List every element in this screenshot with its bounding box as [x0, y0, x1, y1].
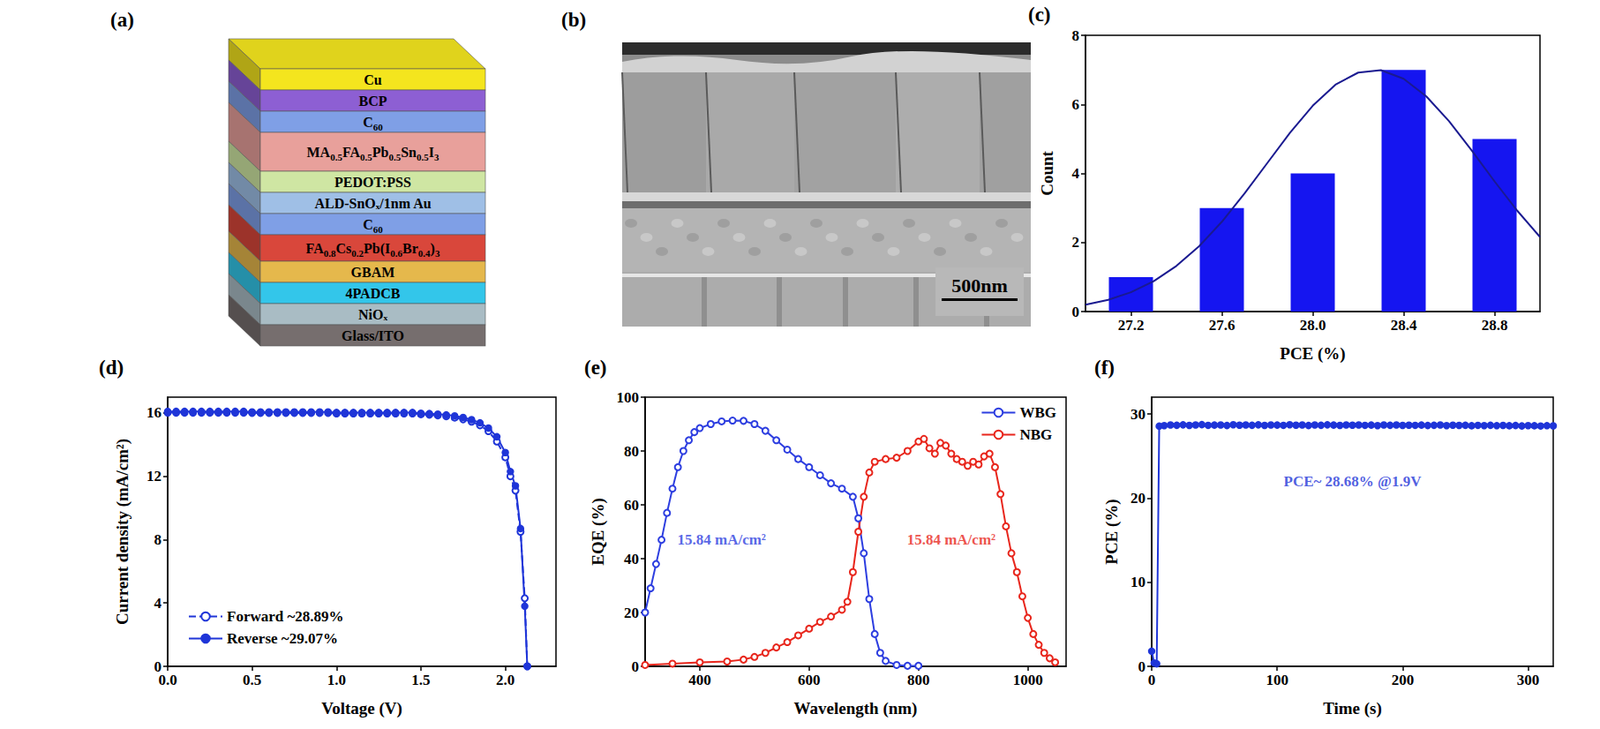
svg-text:60: 60	[623, 496, 639, 514]
svg-text:800: 800	[907, 671, 931, 689]
svg-text:15.84 mA/cm²: 15.84 mA/cm²	[676, 531, 766, 549]
svg-text:16: 16	[146, 404, 162, 421]
svg-text:80: 80	[623, 443, 639, 460]
svg-text:Count: Count	[1037, 150, 1057, 196]
svg-text:PCE~ 28.68% @1.9V: PCE~ 28.68% @1.9V	[1284, 473, 1423, 490]
svg-text:0: 0	[1138, 658, 1147, 676]
svg-text:400: 400	[688, 671, 712, 689]
svg-text:28.8: 28.8	[1481, 316, 1509, 334]
svg-text:2: 2	[1072, 233, 1081, 251]
svg-text:0: 0	[631, 658, 640, 676]
svg-text:8: 8	[154, 531, 163, 549]
svg-text:500nm: 500nm	[951, 274, 1008, 297]
svg-text:4PADCB: 4PADCB	[345, 285, 401, 301]
svg-text:FA0.8Cs0.2Pb(I0.6Br0.4)3: FA0.8Cs0.2Pb(I0.6Br0.4)3	[306, 240, 441, 259]
svg-text:Time (s): Time (s)	[1322, 698, 1383, 719]
svg-text:WBG: WBG	[1019, 404, 1057, 421]
svg-text:Glass/ITO: Glass/ITO	[341, 328, 405, 344]
svg-text:4: 4	[1072, 165, 1081, 182]
svg-text:28.0: 28.0	[1299, 316, 1327, 334]
svg-text:20: 20	[1130, 489, 1146, 507]
svg-text:C60: C60	[362, 114, 384, 133]
svg-text:BCP: BCP	[359, 93, 388, 109]
svg-text:PEDOT:PSS: PEDOT:PSS	[334, 174, 412, 190]
svg-text:100: 100	[1265, 671, 1289, 689]
html-text:(c): (c)	[1028, 3, 1051, 26]
svg-text:8: 8	[1072, 27, 1081, 45]
svg-text:1.5: 1.5	[411, 671, 430, 689]
svg-text:Wavelength (nm): Wavelength (nm)	[794, 698, 918, 719]
svg-text:0: 0	[1148, 671, 1157, 689]
svg-text:27.6: 27.6	[1209, 316, 1236, 334]
svg-text:0: 0	[1072, 303, 1081, 321]
svg-text:15.84 mA/cm²: 15.84 mA/cm²	[907, 531, 996, 549]
svg-text:28.4: 28.4	[1390, 316, 1418, 334]
svg-text:12: 12	[146, 467, 162, 485]
svg-text:100: 100	[616, 389, 640, 406]
svg-text:NiOₓ: NiOₓ	[358, 307, 388, 323]
svg-text:EQE (%): EQE (%)	[588, 497, 609, 566]
svg-text:27.2: 27.2	[1118, 316, 1145, 334]
svg-text:PCE (%): PCE (%)	[1102, 498, 1122, 564]
svg-text:PCE (%): PCE (%)	[1279, 344, 1345, 364]
svg-text:Current density (mA/cm²): Current density (mA/cm²)	[112, 438, 133, 625]
svg-text:Forward ~28.89%: Forward ~28.89%	[226, 608, 345, 625]
svg-text:40: 40	[623, 550, 639, 568]
svg-text:6: 6	[1072, 96, 1081, 113]
svg-text:Cu: Cu	[363, 72, 383, 88]
svg-text:0.0: 0.0	[157, 671, 177, 689]
svg-text:0.5: 0.5	[242, 671, 262, 689]
html-text:(a): (a)	[110, 8, 134, 31]
svg-text:NBG: NBG	[1019, 426, 1052, 444]
svg-text:0: 0	[153, 657, 162, 675]
html-text:(d): (d)	[98, 356, 124, 379]
svg-text:600: 600	[797, 671, 821, 689]
svg-text:10: 10	[1130, 573, 1146, 591]
svg-text:1000: 1000	[1013, 671, 1044, 689]
svg-text:Voltage (V): Voltage (V)	[321, 698, 403, 719]
svg-text:Reverse ~29.07%: Reverse ~29.07%	[226, 630, 339, 647]
svg-text:300: 300	[1517, 671, 1540, 689]
svg-text:20: 20	[623, 604, 639, 622]
html-text:(b): (b)	[561, 8, 587, 31]
svg-text:1.0: 1.0	[327, 671, 346, 689]
svg-text:2.0: 2.0	[495, 671, 515, 689]
svg-text:30: 30	[1130, 405, 1146, 423]
svg-text:GBAM: GBAM	[351, 264, 396, 280]
svg-text:MA0.5FA0.5Pb0.5Sn0.5I3: MA0.5FA0.5Pb0.5Sn0.5I3	[307, 144, 441, 163]
html-text:(e): (e)	[584, 356, 607, 379]
svg-text:ALD-SnOₓ/1nm Au: ALD-SnOₓ/1nm Au	[314, 195, 431, 211]
svg-text:200: 200	[1391, 671, 1415, 689]
html-text:(f): (f)	[1094, 356, 1115, 379]
svg-text:C60: C60	[362, 217, 384, 235]
svg-text:4: 4	[154, 594, 163, 612]
